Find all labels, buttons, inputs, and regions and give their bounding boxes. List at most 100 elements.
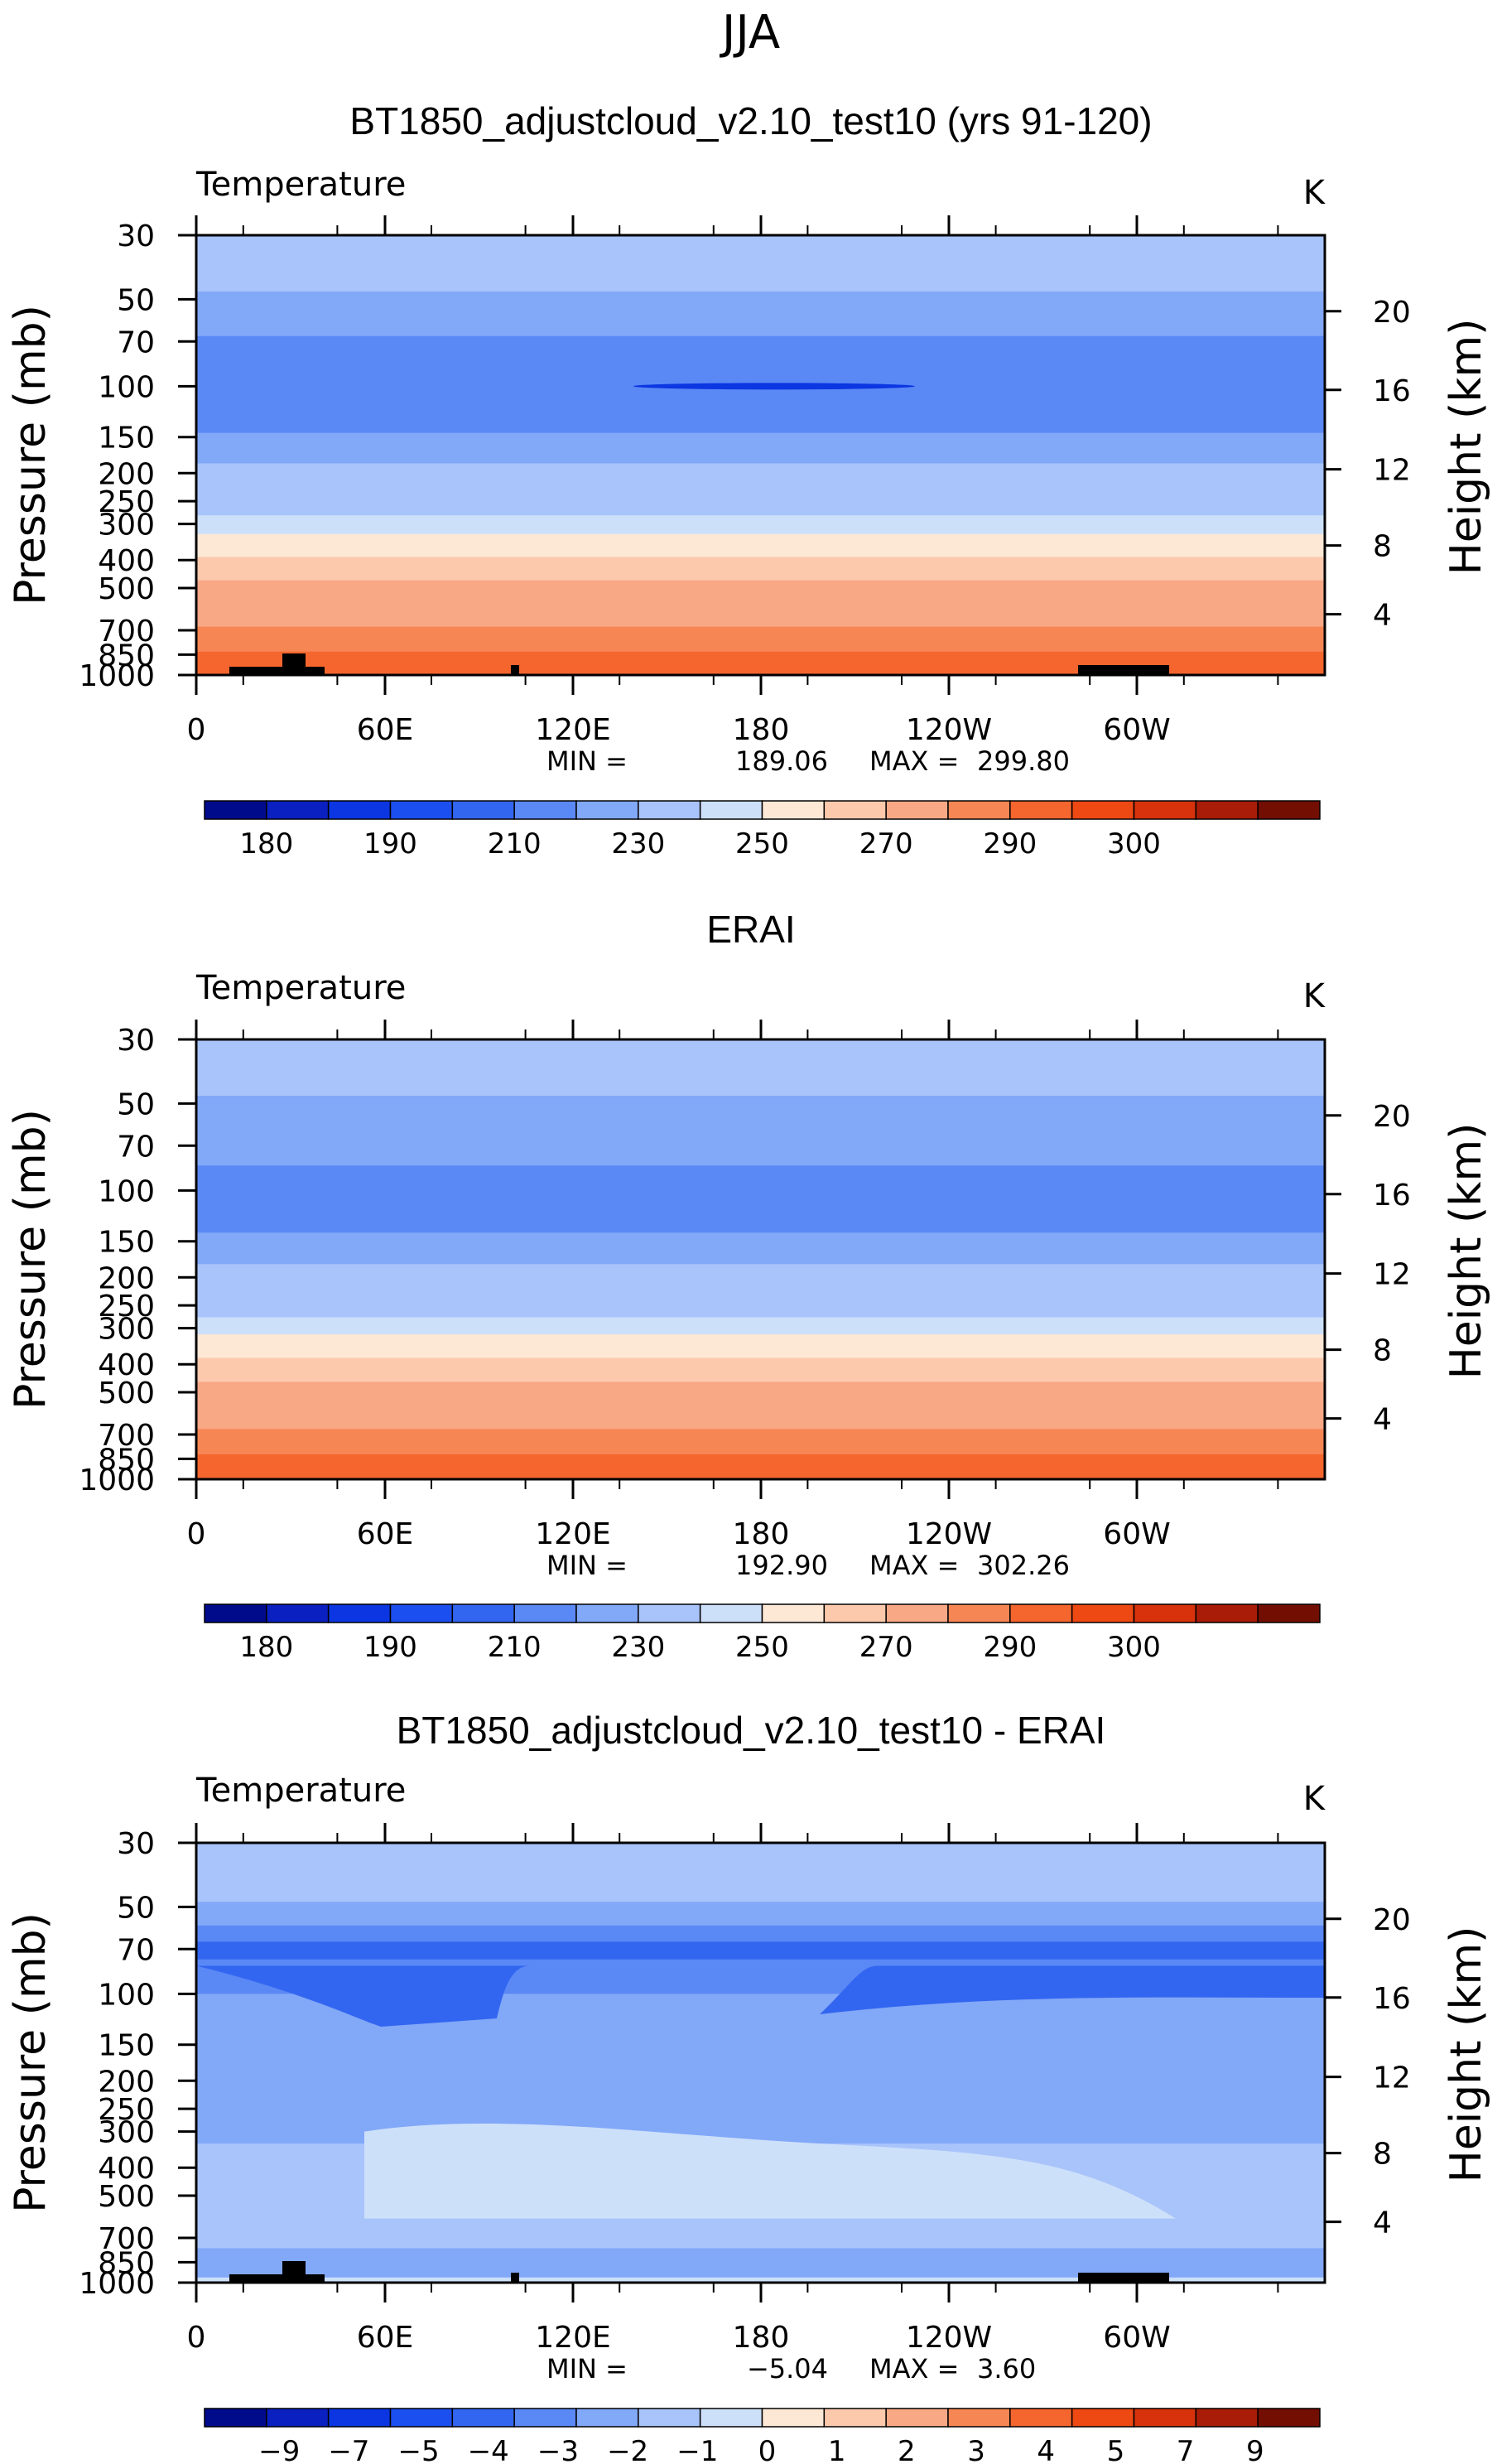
height-tick-label: 8 [1373, 530, 1392, 564]
colorbar-swatch [1009, 2408, 1073, 2428]
colorbar-label: 290 [983, 1631, 1037, 1664]
height-axis: 20 16 12 8 4 [1325, 296, 1411, 633]
colorbar-label: 3 [967, 2435, 985, 2464]
panel-title: ERAI [706, 908, 795, 951]
pressure-tick-label: 30 [117, 219, 155, 253]
contour-band [196, 533, 1325, 557]
height-tick-label: 20 [1373, 296, 1411, 330]
colorbar-swatch [699, 800, 763, 820]
pressure-tick-label: 200 [98, 2065, 155, 2099]
colorbar-label: 250 [735, 1631, 789, 1664]
colorbar-swatch [947, 1603, 1011, 1623]
contour-band [196, 580, 1325, 603]
pressure-tick-label: 300 [98, 1313, 155, 1347]
height-tick-label: 4 [1373, 2206, 1392, 2240]
longitude-tick-label: 60E [357, 1517, 414, 1551]
pressure-tick-label: 1000 [79, 659, 155, 693]
pressure-tick-label: 70 [117, 1130, 155, 1164]
colorbar-swatch [327, 1603, 392, 1623]
height-tick-label: 16 [1373, 1982, 1411, 2016]
pressure-tick-label: 300 [98, 509, 155, 542]
pressure-tick-label: 200 [98, 457, 155, 491]
topography-block [1078, 665, 1169, 675]
longitude-tick-label: 120E [535, 1517, 610, 1551]
topography-block [1078, 2273, 1169, 2283]
pressure-tick-label: 200 [98, 1261, 155, 1295]
pressure-tick-label: 700 [98, 2222, 155, 2256]
colorbar-label: 180 [239, 827, 293, 861]
contour-band [196, 1429, 1325, 1455]
units-label: K [1303, 1780, 1326, 1818]
longitude-tick-label: 0 [187, 1517, 206, 1551]
contour-bands [196, 235, 1325, 676]
pressure-tick-label: 250 [98, 2093, 155, 2127]
season-title: JJA [720, 6, 780, 60]
longitude-tick-label: 180 [733, 713, 790, 747]
height-tick-label: 12 [1373, 2061, 1411, 2095]
pressure-tick-label: 500 [98, 1377, 155, 1410]
colorbar-swatch [451, 800, 515, 820]
topography-mask [229, 653, 1169, 675]
colorbar-label: 290 [983, 827, 1037, 861]
pressure-tick-label: 850 [98, 639, 155, 673]
contour-band [196, 1095, 1325, 1166]
colorbar-swatch [761, 2408, 826, 2428]
colorbar-label: 230 [611, 827, 665, 861]
contour-bands [196, 1039, 1325, 1480]
colorbar-label: 210 [488, 1631, 542, 1664]
units-label: K [1303, 977, 1326, 1015]
longitude-axis: 0 60E 120E 180 120W 60W [187, 1020, 1279, 1551]
colorbar-swatch [513, 800, 577, 820]
colorbar-swatch [1195, 800, 1259, 820]
pressure-tick-label: 850 [98, 1443, 155, 1477]
colorbar-swatch [1133, 800, 1197, 820]
colorbar-swatch [327, 2408, 392, 2428]
contour-band [196, 1357, 1325, 1382]
pressure-tick-label: 400 [98, 1348, 155, 1382]
colorbar-swatch [451, 1603, 515, 1623]
colorbar-swatch [1195, 2408, 1259, 2428]
pressure-tick-label: 400 [98, 544, 155, 578]
colorbar-swatch [1257, 800, 1321, 820]
pressure-tick-label: 1000 [79, 1463, 155, 1497]
height-tick-label: 8 [1373, 2138, 1392, 2172]
longitude-tick-label: 60E [357, 2321, 414, 2355]
contour-band [196, 1381, 1325, 1405]
colorbar-label: 270 [859, 827, 913, 861]
longitude-tick-label: 60W [1103, 713, 1170, 747]
colorbar-swatch [1009, 800, 1073, 820]
colorbar-swatch [699, 1603, 763, 1623]
colorbar-label: 5 [1107, 2435, 1125, 2464]
max-value: 299.80 [977, 745, 1070, 777]
min-label: MIN = [546, 1550, 628, 1581]
height-axis: 20 16 12 8 4 [1325, 1100, 1411, 1437]
max-label: MAX = [869, 2353, 959, 2384]
longitude-tick-label: 0 [187, 713, 206, 747]
longitude-tick-label: 60E [357, 713, 414, 747]
colorbar-swatch [947, 800, 1011, 820]
colorbar-label: 180 [239, 1631, 293, 1664]
max-label: MAX = [869, 745, 959, 777]
variable-label: Temperature [195, 166, 406, 204]
height-axis-title: Height (km) [1442, 1123, 1491, 1380]
min-value: 192.90 [735, 1550, 828, 1581]
contour-band [196, 1454, 1325, 1471]
colorbar-swatch [204, 1603, 267, 1623]
units-label: K [1303, 174, 1326, 212]
colorbar-label: −9 [258, 2435, 300, 2464]
colorbar-swatch [1257, 2408, 1321, 2428]
colorbar-swatch [389, 2408, 454, 2428]
colorbar-label: −1 [676, 2435, 718, 2464]
height-tick-label: 16 [1373, 1179, 1411, 1213]
pressure-axis-title: Pressure (mb) [6, 1912, 55, 2213]
pressure-tick-label: 150 [98, 1226, 155, 1260]
contour-band [196, 1404, 1325, 1430]
height-tick-label: 12 [1373, 454, 1411, 488]
colorbar-label: −2 [607, 2435, 648, 2464]
panel-model: BT1850_adjustcloud_v2.10_test10 (yrs 91-… [6, 99, 1491, 861]
topography-block [229, 667, 325, 675]
colorbar-label: 230 [611, 1631, 665, 1664]
min-label: MIN = [546, 745, 628, 777]
